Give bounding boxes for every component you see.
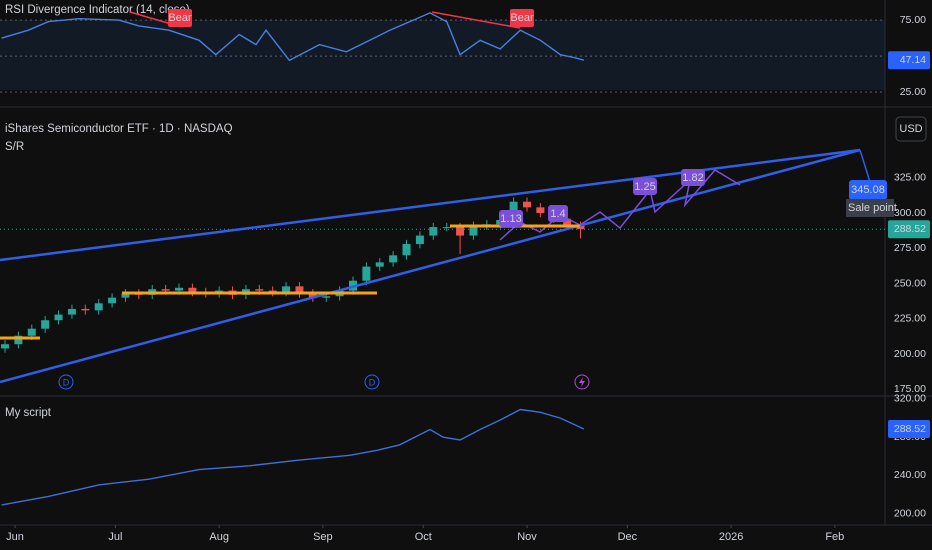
candle-body (121, 293, 130, 298)
candle-body (54, 314, 63, 321)
candle-body (67, 308, 76, 315)
dividend-icon[interactable] (364, 374, 380, 390)
candle-body (94, 303, 103, 311)
candle-body (375, 262, 384, 267)
candle-body (255, 289, 264, 291)
candle-body (456, 227, 465, 236)
candle-body (389, 255, 398, 263)
dividend-icon[interactable] (58, 374, 74, 390)
candle-body (295, 286, 304, 294)
series-line (1, 408, 585, 506)
candle-body (188, 287, 197, 293)
y-tick-label: 250.00 (894, 277, 926, 289)
divergence-line (431, 11, 521, 29)
target-badge (849, 180, 887, 200)
y-tick-label: 275.00 (894, 242, 926, 254)
x-tick-label: Feb (825, 531, 844, 543)
dividend-label[interactable]: D (369, 377, 376, 387)
candle-body (563, 218, 572, 226)
ratio-badge (499, 210, 523, 227)
dividend-label[interactable]: D (63, 377, 70, 387)
x-tick-label: Aug (209, 531, 229, 543)
target-label: 345.08 (851, 184, 885, 196)
ratio-label: 1.4 (550, 208, 565, 220)
candle-body (161, 289, 170, 291)
y-tick-label: 240.00 (894, 469, 926, 481)
candle-body (576, 225, 585, 230)
candle-body (268, 290, 277, 293)
x-tick-label: Dec (618, 531, 638, 543)
pane-title: iShares Semiconductor ETF · 1D · NASDAQ (5, 123, 233, 135)
y-tick-label: 175.00 (894, 383, 926, 395)
candle-body (522, 201, 531, 208)
currency-label[interactable]: USD (899, 123, 922, 135)
candle-body (429, 227, 438, 236)
x-tick-label: Nov (517, 531, 537, 543)
candle-body (14, 335, 23, 345)
candle-body (322, 296, 331, 298)
trend-line (0, 148, 861, 384)
trend-line (0, 148, 861, 262)
bear-label: Bear (510, 12, 534, 24)
candle-body (108, 297, 117, 304)
series-line (1, 12, 585, 62)
y-tick-label: 320.00 (894, 393, 926, 405)
y-tick-label: 325.00 (894, 172, 926, 184)
lightning (579, 377, 585, 387)
last-value-badge (888, 51, 930, 70)
projection (499, 169, 741, 241)
candle-body (41, 320, 50, 329)
x-tick-label: 2026 (719, 531, 743, 543)
x-tick-label: Sep (313, 531, 333, 543)
candle-body (362, 266, 371, 281)
ratio-label: 1.25 (634, 181, 655, 193)
x-tick-label: Jun (6, 531, 24, 543)
bear-badge (510, 9, 534, 27)
last-value-label: 288.52 (894, 223, 926, 235)
candle-body (1, 344, 10, 349)
bear-label: Bear (168, 12, 192, 24)
pane-subtitle: S/R (5, 141, 24, 153)
currency-button[interactable] (895, 116, 927, 142)
ratio-label: 1.13 (500, 213, 521, 225)
last-value-label: 288.52 (894, 423, 926, 435)
last-value-badge (888, 420, 930, 439)
y-tick-label: 200.00 (894, 348, 926, 360)
ratio-badge (548, 205, 568, 222)
candle-body (175, 287, 184, 291)
last-value-label: 47.14 (900, 54, 926, 66)
candle-body (415, 235, 424, 245)
ratio-badge (633, 178, 657, 195)
candle-body (469, 225, 478, 236)
candle-body (27, 328, 36, 336)
candle-body (308, 293, 317, 298)
ratio-badge (681, 169, 705, 186)
pane-title: RSI Divergence Indicator (14, close) (5, 4, 190, 16)
candle-body (536, 207, 545, 213)
candle-body (442, 227, 451, 229)
y-tick-label: 75.00 (900, 14, 926, 26)
candle-body (402, 244, 411, 256)
x-tick-label: Jul (108, 531, 122, 543)
candle-body (282, 286, 291, 293)
annotation-badges: 1.13 1.4 1.25 1.82 345.08 Sale point (499, 169, 897, 227)
pane-title: My script (5, 407, 52, 419)
y-tick-label: 225.00 (894, 313, 926, 325)
y-tick-label: 300.00 (894, 207, 926, 219)
bear-badge (168, 9, 192, 27)
x-tick-label: Oct (415, 531, 432, 543)
y-tick-label: 25.00 (900, 86, 926, 98)
last-value-badge (888, 220, 930, 239)
y-tick-label: 200.00 (894, 507, 926, 519)
target-line (859, 149, 871, 183)
ratio-label: 1.82 (682, 172, 703, 184)
sale-label: Sale point (848, 202, 897, 214)
rsi-band (0, 20, 885, 90)
candle-body (81, 308, 90, 311)
earnings-icon[interactable] (574, 374, 590, 390)
sale-badge (846, 199, 894, 217)
